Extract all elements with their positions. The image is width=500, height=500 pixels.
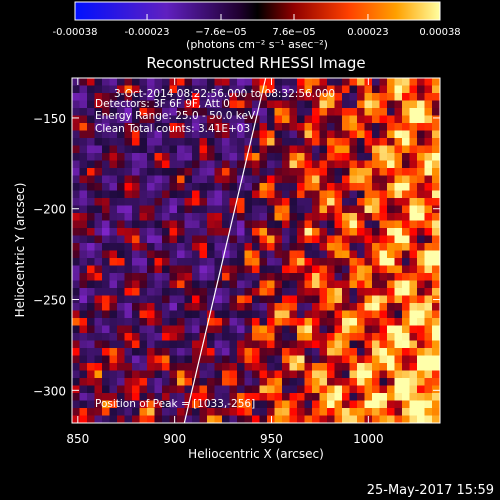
y-tick-label: −200: [33, 203, 66, 217]
y-axis-label: Heliocentric Y (arcsec): [13, 183, 27, 318]
x-tick-label: 900: [163, 432, 186, 446]
y-axis: −150 −200 −250 −300: [33, 112, 440, 398]
colorbar-tick-label: 7.6e−05: [272, 27, 315, 38]
x-axis-label: Heliocentric X (arcsec): [188, 447, 324, 461]
limb-line: [183, 78, 267, 423]
y-tick-label: −250: [33, 294, 66, 308]
colorbar-tick-label: -0.00023: [125, 27, 170, 38]
colorbar-units: (photons cm⁻² s⁻¹ asec⁻²): [186, 38, 328, 51]
colorbar-tick-label: 0.00023: [347, 27, 388, 38]
heatmap-image: [72, 78, 440, 423]
info-time-range: 3-Oct-2014 08:22:56.000 to 08:32:56.000: [114, 88, 335, 100]
x-axis: 850 900 950 1000: [66, 78, 384, 446]
info-counts: Clean Total counts: 3.41E+03: [95, 123, 250, 135]
chart-title: Reconstructed RHESSI Image: [146, 54, 365, 72]
colorbar-tick-label: 0.00038: [419, 27, 460, 38]
x-tick-label: 850: [66, 432, 89, 446]
colorbar-ticks: -0.00038 -0.00023 −7.6e−05 7.6e−05 0.00023 0.…: [53, 14, 461, 38]
info-energy-range: Energy Range: 25.0 - 50.0 keV: [95, 110, 256, 122]
colorbar: [74, 1, 441, 21]
y-tick-label: −300: [33, 384, 66, 398]
x-tick-label: 1000: [353, 432, 384, 446]
colorbar-tick-label: −7.6e−05: [195, 27, 247, 38]
peak-position-label: Position of Peak = [1033,-256]: [95, 398, 255, 410]
plot-frame: [71, 77, 441, 424]
colorbar-tick-label: -0.00038: [53, 27, 98, 38]
info-detectors: Detectors: 3F 6F 9F, Att 0: [95, 98, 230, 110]
x-tick-label: 950: [260, 432, 283, 446]
y-tick-label: −150: [33, 112, 66, 126]
footer-date: 25-May-2017 15:59: [367, 483, 494, 498]
